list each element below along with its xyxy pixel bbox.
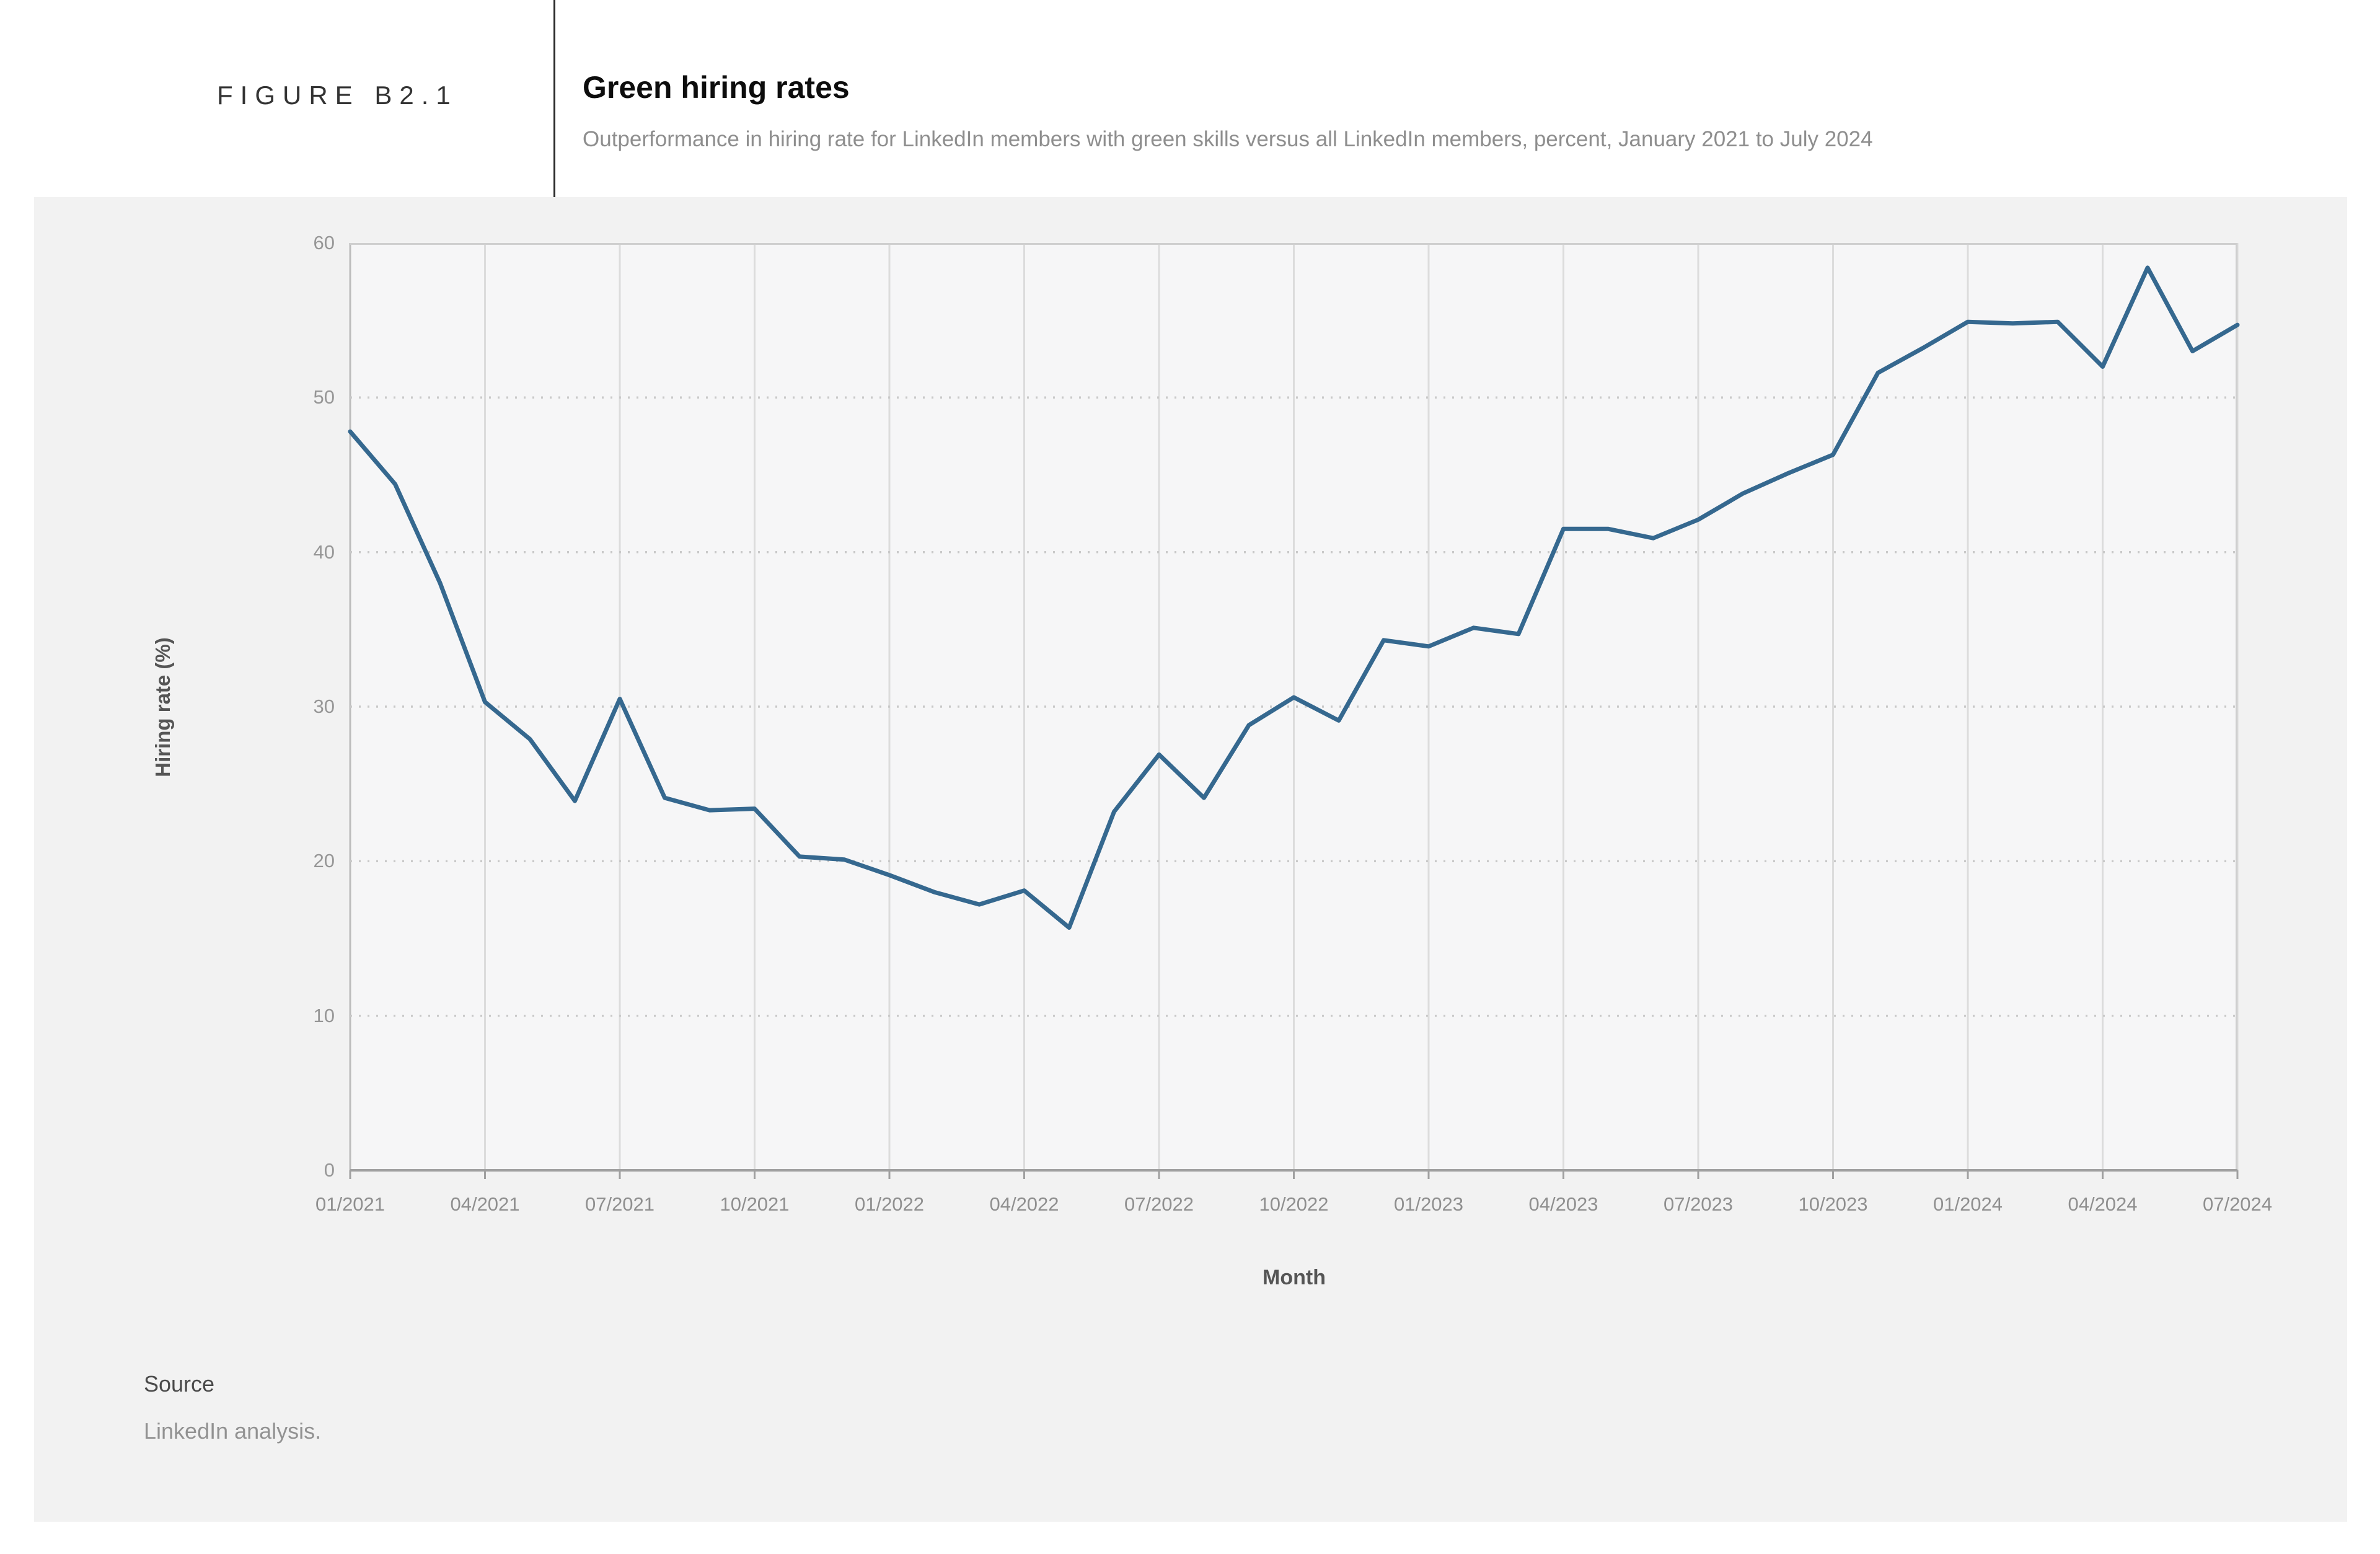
- x-tick-label: 04/2022: [989, 1193, 1059, 1215]
- x-tick-label: 07/2021: [584, 1193, 655, 1215]
- y-tick-label: 10: [313, 1004, 335, 1026]
- x-tick-label: 04/2024: [2068, 1193, 2138, 1215]
- source-label: Source: [144, 1371, 215, 1397]
- x-tick-label: 10/2022: [1259, 1193, 1329, 1215]
- x-tick-label: 07/2022: [1124, 1193, 1194, 1215]
- x-tick-label: 10/2021: [720, 1193, 790, 1215]
- y-axis-title: Hiring rate (%): [151, 637, 174, 777]
- y-tick-label: 50: [313, 386, 335, 408]
- plot-area: [348, 243, 2240, 1179]
- x-tick-label: 07/2024: [2202, 1193, 2273, 1215]
- x-tick-label: 10/2023: [1798, 1193, 1868, 1215]
- x-tick-label: 01/2024: [1933, 1193, 2003, 1215]
- y-tick-label: 60: [313, 232, 335, 254]
- chart-subtitle: Outperformance in hiring rate for Linked…: [583, 127, 1873, 151]
- chart-title: Green hiring rates: [583, 70, 850, 105]
- x-tick-label: 01/2023: [1393, 1193, 1464, 1215]
- x-tick-label: 04/2021: [450, 1193, 520, 1215]
- y-tick-label: 0: [324, 1159, 335, 1181]
- figure-label: FIGURE B2.1: [217, 81, 458, 110]
- x-axis-title: Month: [1263, 1266, 1326, 1289]
- x-tick-label: 01/2021: [315, 1193, 386, 1215]
- y-tick-label: 40: [313, 541, 335, 563]
- header-divider: [553, 0, 555, 197]
- y-tick-label: 30: [313, 695, 335, 717]
- x-tick-label: 07/2023: [1663, 1193, 1734, 1215]
- x-tick-label: 01/2022: [854, 1193, 925, 1215]
- line-chart-svg: [348, 243, 2240, 1179]
- y-tick-label: 20: [313, 850, 335, 872]
- x-tick-label: 04/2023: [1528, 1193, 1598, 1215]
- source-text: LinkedIn analysis.: [144, 1418, 322, 1444]
